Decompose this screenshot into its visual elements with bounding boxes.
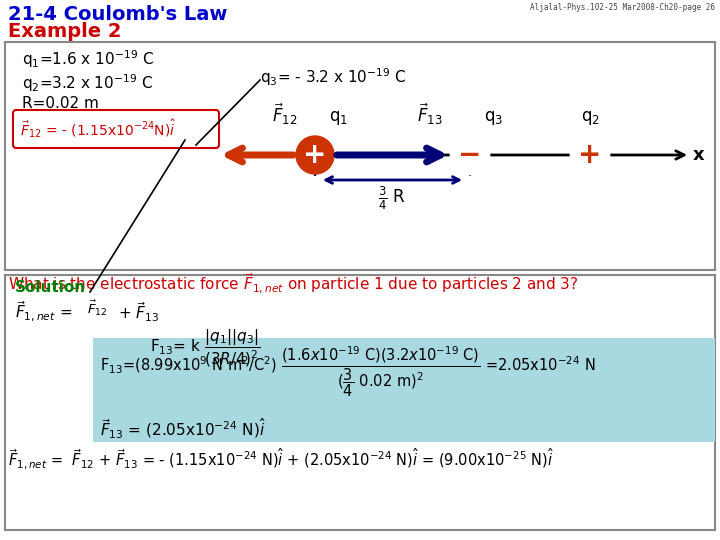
Text: +: + bbox=[578, 141, 602, 169]
Text: R=0.02 m: R=0.02 m bbox=[22, 96, 99, 111]
FancyBboxPatch shape bbox=[5, 42, 715, 270]
Text: $\vec{F}_{1,net}$ =: $\vec{F}_{1,net}$ = bbox=[15, 300, 72, 324]
Text: $\vec{F}_{12}$: $\vec{F}_{12}$ bbox=[86, 298, 107, 318]
Text: q$_1$=1.6 x 10$^{-19}$ C: q$_1$=1.6 x 10$^{-19}$ C bbox=[22, 48, 154, 70]
FancyBboxPatch shape bbox=[93, 338, 715, 442]
Circle shape bbox=[571, 136, 609, 174]
Text: Aljalal-Phys.102-25 Mar2008-Ch20-page 26: Aljalal-Phys.102-25 Mar2008-Ch20-page 26 bbox=[530, 3, 715, 12]
Text: 21-4 Coulomb's Law: 21-4 Coulomb's Law bbox=[8, 5, 228, 24]
Text: Example 2: Example 2 bbox=[8, 22, 122, 41]
Text: $\frac{3}{4}$ R: $\frac{3}{4}$ R bbox=[378, 185, 406, 212]
Circle shape bbox=[80, 291, 114, 325]
Circle shape bbox=[296, 136, 334, 174]
FancyBboxPatch shape bbox=[5, 275, 715, 530]
Text: Solution: Solution bbox=[15, 280, 86, 295]
Text: −: − bbox=[459, 141, 482, 169]
Text: x: x bbox=[693, 146, 705, 164]
Text: + $\vec{F}_{13}$: + $\vec{F}_{13}$ bbox=[118, 300, 159, 323]
Text: +: + bbox=[303, 141, 327, 169]
Text: F$_{13}$=(8.99x10$^9$ N m$^2$/C$^2$) $\dfrac{(1.6x10^{-19}\ \mathrm{C})(3.2x10^{: F$_{13}$=(8.99x10$^9$ N m$^2$/C$^2$) $\d… bbox=[100, 344, 595, 399]
Text: F$_{13}$= k $\dfrac{|q_1||q_3|}{(3R/4)^2}$: F$_{13}$= k $\dfrac{|q_1||q_3|}{(3R/4)^2… bbox=[150, 328, 261, 369]
Text: q$_1$: q$_1$ bbox=[329, 109, 348, 127]
Text: $\vec{F}_{13}$: $\vec{F}_{13}$ bbox=[417, 102, 443, 127]
Text: q$_3$: q$_3$ bbox=[484, 109, 503, 127]
Circle shape bbox=[451, 136, 489, 174]
Text: $\vec{F}_{12}$ = - (1.15x10$^{-24}$N)$\hat{i}$: $\vec{F}_{12}$ = - (1.15x10$^{-24}$N)$\h… bbox=[20, 118, 176, 140]
Text: $\vec{F}_{12}$: $\vec{F}_{12}$ bbox=[272, 102, 297, 127]
Text: What is the electrostatic force $\vec{F}_{1,net}$ on particle 1 due to particles: What is the electrostatic force $\vec{F}… bbox=[8, 272, 579, 296]
Text: q$_2$: q$_2$ bbox=[580, 109, 600, 127]
Text: $\vec{F}_{13}$ = (2.05x10$^{-24}$ N)$\hat{i}$: $\vec{F}_{13}$ = (2.05x10$^{-24}$ N)$\ha… bbox=[100, 417, 266, 441]
Text: q$_3$= - 3.2 x 10$^{-19}$ C: q$_3$= - 3.2 x 10$^{-19}$ C bbox=[260, 66, 406, 88]
FancyBboxPatch shape bbox=[13, 110, 219, 148]
Text: q$_2$=3.2 x 10$^{-19}$ C: q$_2$=3.2 x 10$^{-19}$ C bbox=[22, 72, 153, 94]
Text: $\vec{F}_{1,net}$ =  $\vec{F}_{12}$ + $\vec{F}_{13}$ = - (1.15x10$^{-24}$ N)$\ha: $\vec{F}_{1,net}$ = $\vec{F}_{12}$ + $\v… bbox=[8, 447, 554, 472]
